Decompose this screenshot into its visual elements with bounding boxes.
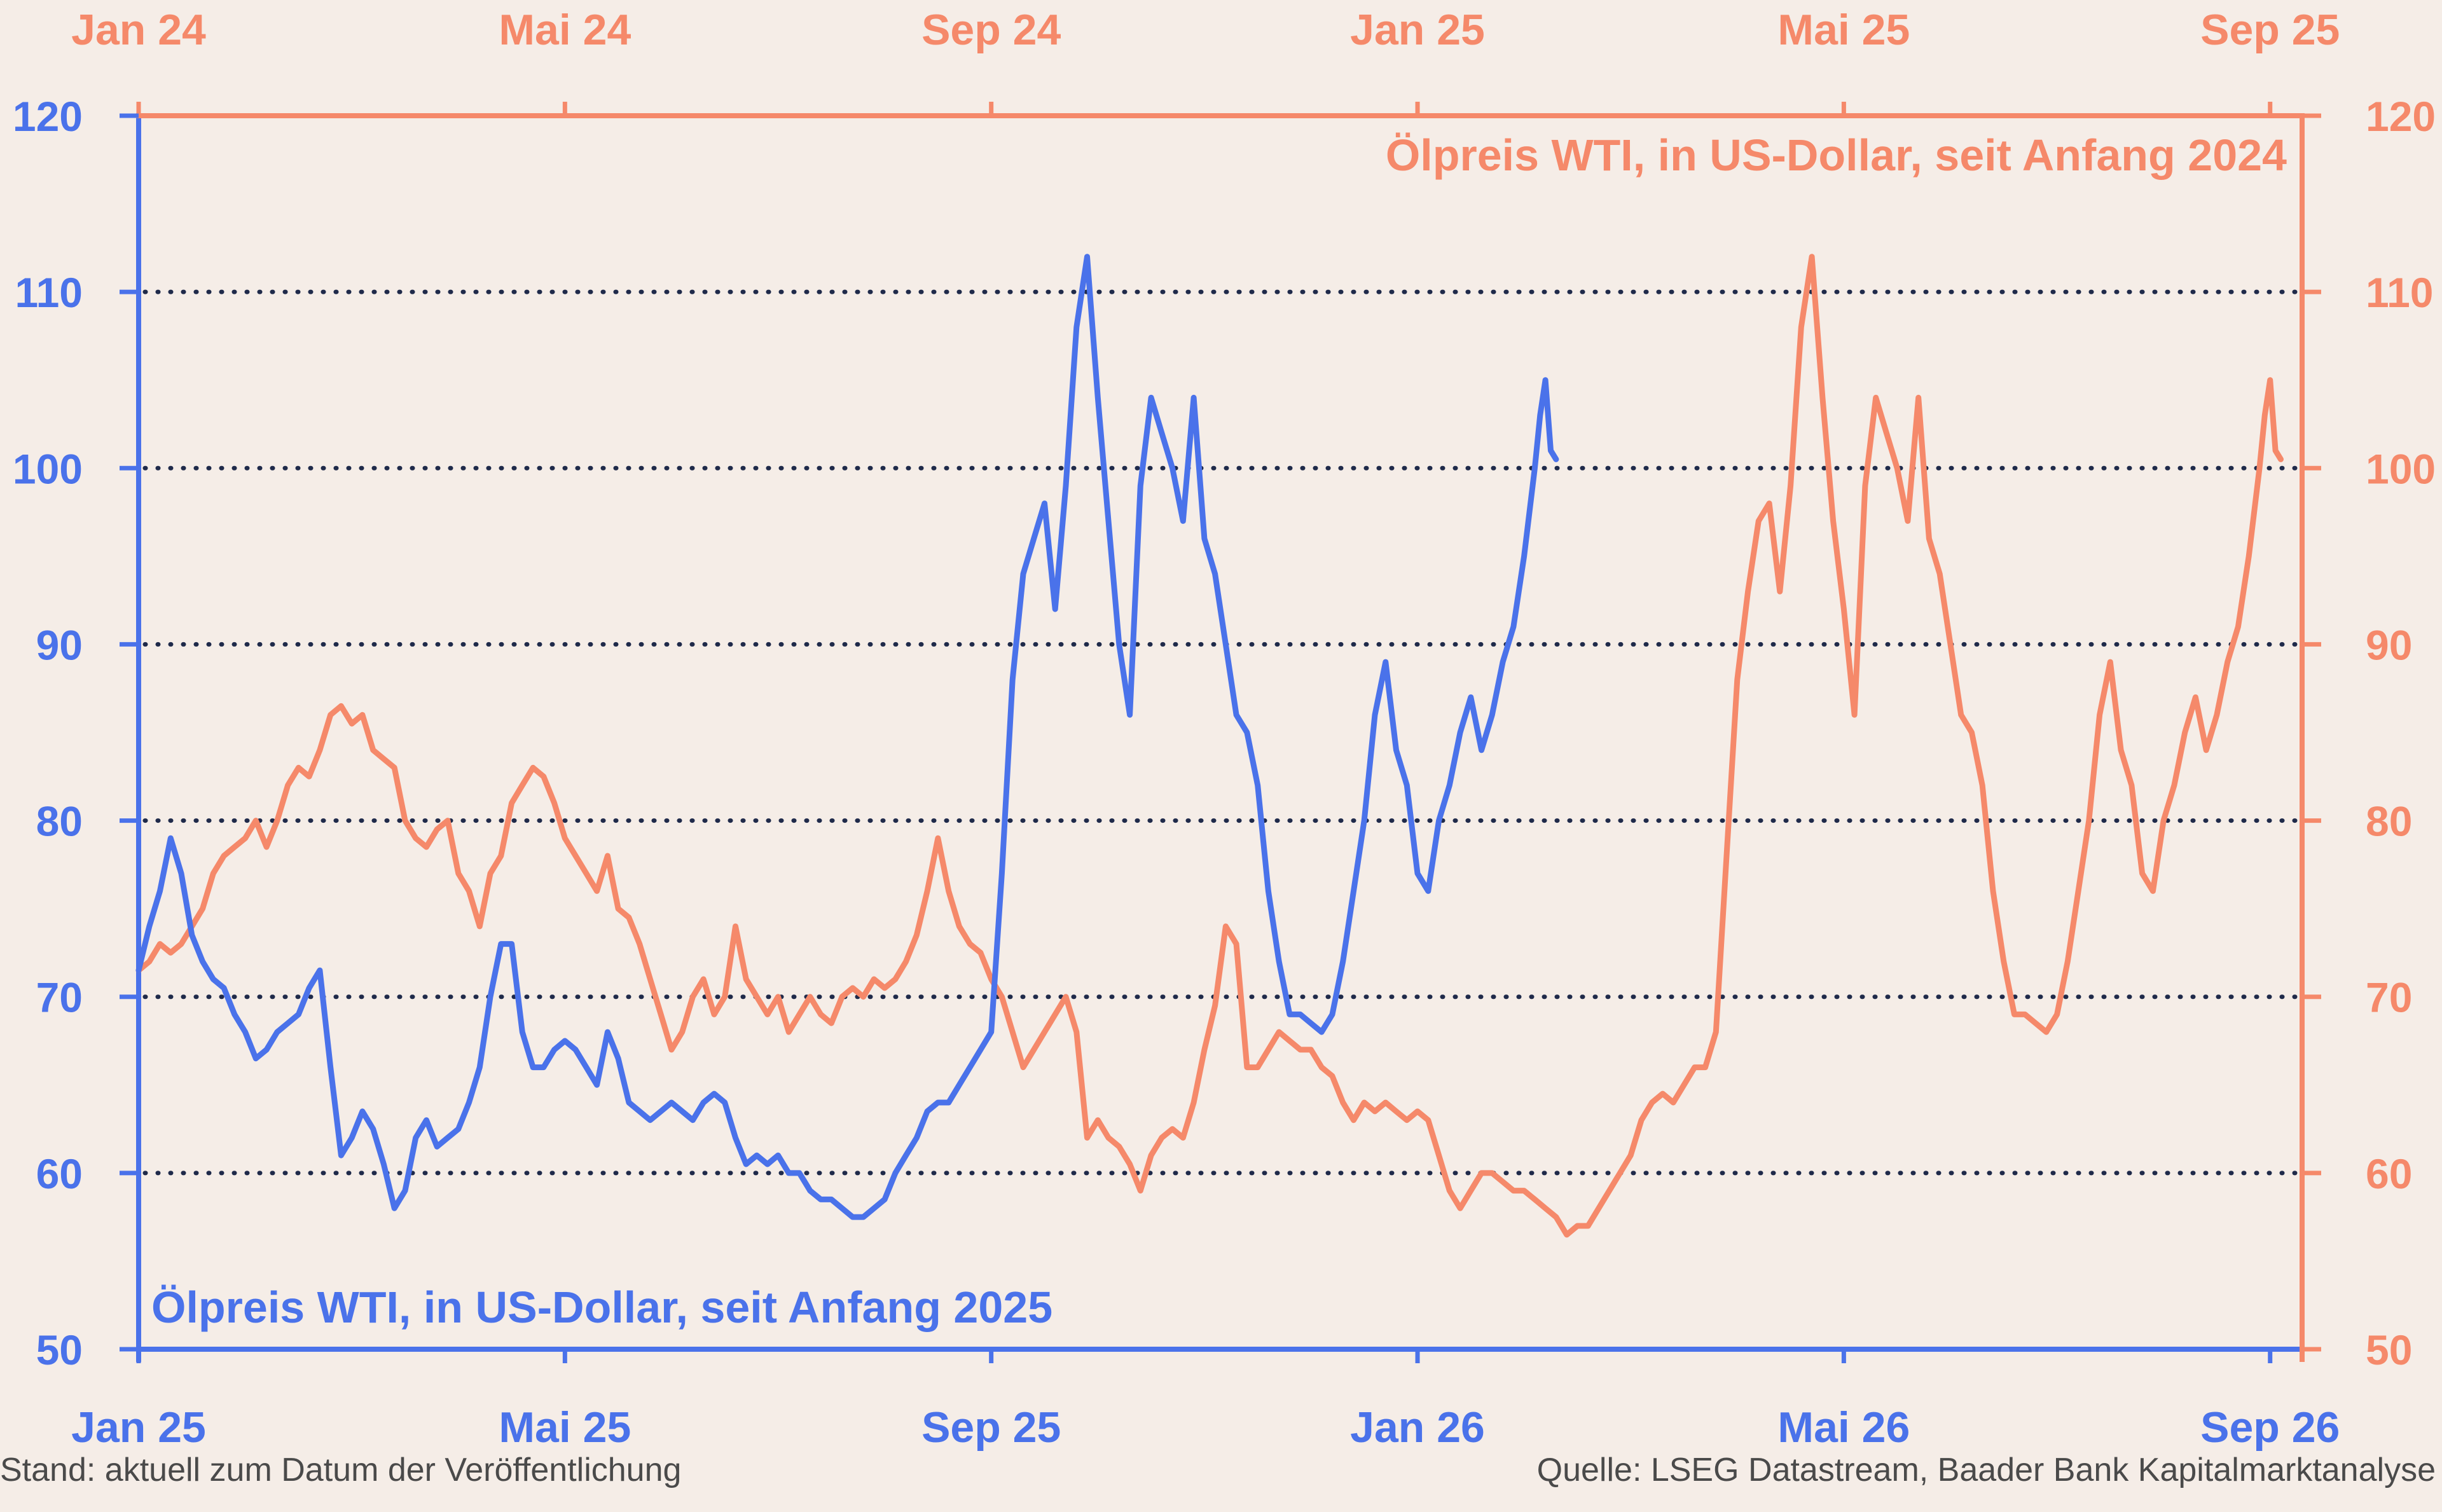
line-series-2024 [135,254,2284,1238]
left-tick-label: 110 [15,269,83,316]
bottom-tick-label: Sep 25 [921,1403,1061,1452]
top-tick-label: Jan 25 [1350,6,1485,54]
right-tick-label: 90 [2366,621,2412,668]
top-tick-label: Mai 24 [499,6,631,54]
right-tick-label: 60 [2366,1150,2412,1197]
line-series-2025 [135,254,1559,1220]
bottom-tick-label: Mai 26 [1777,1403,1910,1452]
top-tick-label: Mai 25 [1777,6,1910,54]
legend-label-2025: Ölpreis WTI, in US-Dollar, seit Anfang 2… [151,1282,1052,1332]
right-tick-label: 110 [2366,269,2433,316]
bottom-tick-label: Sep 26 [2200,1403,2340,1452]
series-2024 [135,254,2284,1238]
series-2025 [135,254,1559,1220]
footer-stand: Stand: aktuell zum Datum der Veröffentli… [0,1452,682,1488]
bottom-tick-label: Mai 25 [499,1403,631,1452]
top-tick-label: Jan 24 [71,6,206,54]
top-tick-label: Sep 24 [921,6,1061,54]
axis-labels: Jan 24 Mai 24 Sep 24 Jan 25 Mai 25 Sep 25 Jan … [13,6,2436,1452]
left-tick-label: 50 [36,1326,83,1373]
legend-label-2024: Ölpreis WTI, in US-Dollar, seit Anfang 2… [1386,130,2287,180]
right-tick-label: 100 [2366,445,2436,492]
bottom-tick-label: Jan 25 [71,1403,206,1452]
top-tick-label: Sep 25 [2200,6,2340,54]
left-tick-label: 90 [36,621,83,668]
left-tick-label: 60 [36,1150,83,1197]
right-tick-label: 50 [2366,1326,2412,1373]
gridlines [142,289,2298,1176]
bottom-tick-label: Jan 26 [1350,1403,1485,1452]
left-tick-label: 120 [13,93,83,140]
right-tick-label: 70 [2366,974,2412,1021]
left-tick-label: 80 [36,798,83,845]
footer-source: Quelle: LSEG Datastream, Baader Bank Kap… [1536,1452,2436,1488]
axes [120,102,2321,1363]
right-tick-label: 80 [2366,798,2412,845]
left-tick-label: 70 [36,974,83,1021]
left-tick-label: 100 [13,445,83,492]
right-tick-label: 120 [2366,93,2436,140]
